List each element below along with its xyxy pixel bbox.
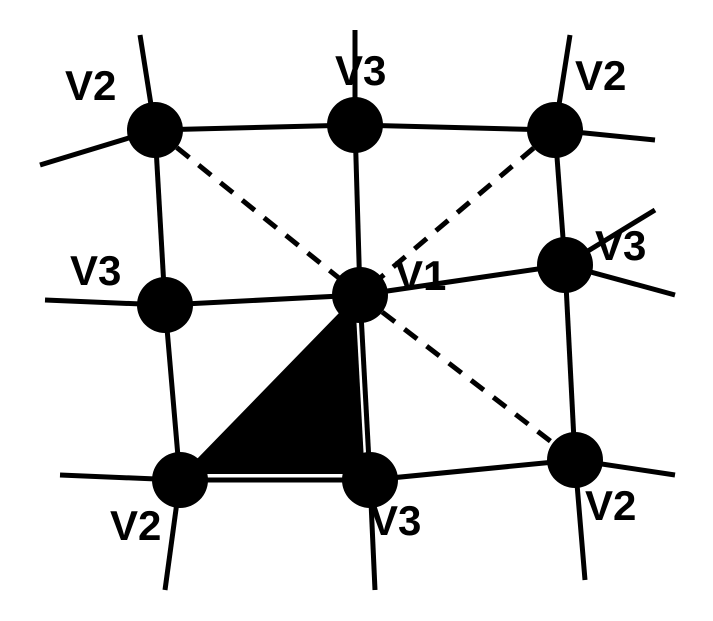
vertex-mr	[537, 237, 593, 293]
vertex-graph: V2 V3 V2 V3 V1 V3 V2 V3 V2	[0, 0, 713, 621]
vertex-label-br: V2	[585, 482, 636, 529]
vertex-label-ml: V3	[70, 247, 121, 294]
vertex-bl	[152, 452, 208, 508]
vertex-tm	[327, 97, 383, 153]
vertex-label-tr: V2	[575, 52, 626, 99]
vertex-label-c: V1	[395, 252, 446, 299]
vertex-c	[332, 267, 388, 323]
vertex-ml	[137, 277, 193, 333]
vertex-tr	[527, 102, 583, 158]
vertex-label-mr: V3	[595, 222, 646, 269]
vertex-label-tm: V3	[335, 47, 386, 94]
vertex-tl	[127, 102, 183, 158]
vertex-br	[547, 432, 603, 488]
vertex-label-bm: V3	[370, 497, 421, 544]
vertex-label-tl: V2	[65, 62, 116, 109]
vertex-label-bl: V2	[110, 502, 161, 549]
